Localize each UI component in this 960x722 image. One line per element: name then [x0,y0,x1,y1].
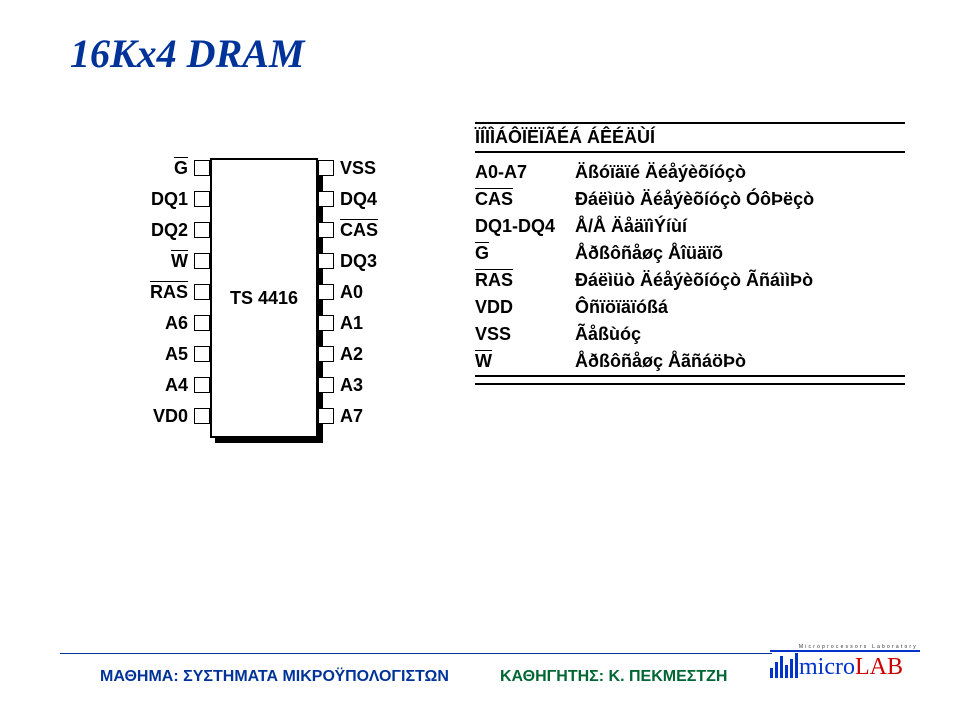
pinout-pin: VDD [475,294,575,321]
pin-label: DQ3 [340,251,377,272]
pinout-desc: Äßóïäïé Äéåýèõíóçò [575,159,905,186]
pinout-desc: Å/Å ÄåäïìÝíùí [575,213,905,240]
pinout-row: VSSÃåßùóç [475,321,905,348]
pin-label: A3 [340,375,363,396]
pinout-table: ÏÍÏÌÁÔÏËÏÃÉÁ ÁÊÉÄÙÍ A0-A7Äßóïäïé Äéåýèõí… [475,122,905,391]
pin-box [194,377,210,393]
pin-label: G [174,158,188,179]
pinout-desc: Ôñïöïäïóßá [575,294,905,321]
pin-box [318,408,334,424]
pin-box [318,191,334,207]
pin-label: VSS [340,158,376,179]
logo-text-micro: micro [799,654,855,680]
microlab-logo: Microprocessors Laboratory microLAB [770,644,920,692]
pin-box [194,408,210,424]
pin-box [318,160,334,176]
pin-box [318,346,334,362]
pin-label: A5 [165,344,188,365]
pinout-row: VDDÔñïöïäïóßá [475,294,905,321]
pinout-pin: W [475,348,575,376]
pin-box [194,160,210,176]
pinout-desc: Ðáëìüò Äéåýèõíóçò ÓôÞëçò [575,186,905,213]
logo-bar-segment [790,659,793,678]
pin-label: DQ4 [340,189,377,210]
chip-label: TS 4416 [210,158,318,438]
logo-bar-segment [770,668,773,678]
pin-label: A2 [340,344,363,365]
footer-professor: ΚΑΘΗΓΗΤΗΣ: Κ. ΠΕΚΜΕΣΤΖΗ [500,668,727,686]
pin-label: RAS [150,282,188,303]
logo-bar-segment [785,665,788,678]
pin-box [194,346,210,362]
pinout-desc: Åðßôñåøç ÅãñáöÞò [575,348,905,376]
pinout-pin: CAS [475,186,575,213]
pinout-row: DQ1-DQ4Å/Å ÄåäïìÝíùí [475,213,905,240]
pin-label: A7 [340,406,363,427]
pinout-pin: VSS [475,321,575,348]
logo-text-lab: LAB [855,654,903,680]
pinout-title: ÏÍÏÌÁÔÏËÏÃÉÁ ÁÊÉÄÙÍ [475,123,905,152]
pinout-pin: A0-A7 [475,159,575,186]
pin-box [318,253,334,269]
pinout-pin: DQ1-DQ4 [475,213,575,240]
pinout-desc: Ãåßùóç [575,321,905,348]
pin-label: A6 [165,313,188,334]
pinout-row: A0-A7Äßóïäïé Äéåýèõíóçò [475,159,905,186]
pin-box [194,315,210,331]
logo-bar-segment [775,662,778,678]
page-title: 16Kx4 DRAM [70,30,305,77]
logo-bars [770,653,798,678]
pin-label: A1 [340,313,363,334]
pin-box [194,253,210,269]
pinout-row: RASÐáëìüò Äéåýèõíóçò ÃñáììÞò [475,267,905,294]
logo-bar-segment [780,656,783,678]
pinout-pin: G [475,240,575,267]
chip-diagram: TS 4416 G DQ1 DQ2 W RAS A6 A5 A4 VD0 VSS DQ4 CAS DQ… [80,155,450,455]
pin-box [318,284,334,300]
footer-course: ΜΑΘΗΜΑ: ΣΥΣΤΗΜΑΤΑ ΜΙΚΡΟΫΠΟΛΟΓΙΣΤΩΝ [100,668,449,686]
pin-box [318,377,334,393]
pin-box [318,222,334,238]
logo-bar-segment [795,653,798,678]
pin-label: VD0 [153,406,188,427]
pinout-row: WÅðßôñåøç ÅãñáöÞò [475,348,905,376]
logo-divider [770,650,920,652]
pin-label: A0 [340,282,363,303]
footer-rule [60,653,772,654]
pinout-row: CASÐáëìüò Äéåýèõíóçò ÓôÞëçò [475,186,905,213]
pin-box [194,222,210,238]
pinout-desc: Åðßôñåøç Åîüäïõ [575,240,905,267]
pin-label: CAS [340,220,378,241]
pin-box [194,191,210,207]
pin-box [194,284,210,300]
pin-label: DQ1 [151,189,188,210]
pin-box [318,315,334,331]
pin-label: A4 [165,375,188,396]
pinout-pin: RAS [475,267,575,294]
pin-label: DQ2 [151,220,188,241]
pinout-row: GÅðßôñåøç Åîüäïõ [475,240,905,267]
pinout-desc: Ðáëìüò Äéåýèõíóçò ÃñáììÞò [575,267,905,294]
pin-label: W [171,251,188,272]
